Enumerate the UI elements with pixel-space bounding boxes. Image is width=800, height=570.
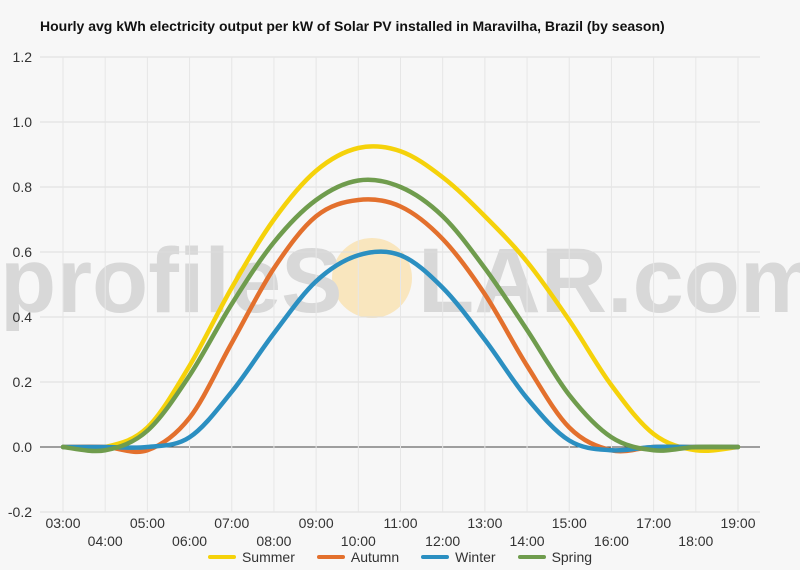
legend-swatch — [207, 555, 236, 559]
legend-swatch — [316, 555, 345, 559]
x-tick-label: 13:00 — [467, 515, 502, 531]
legend-item-winter: Winter — [421, 549, 496, 565]
x-tick-label: 04:00 — [88, 533, 123, 549]
x-tick-label: 08:00 — [256, 533, 291, 549]
x-tick-label: 05:00 — [130, 515, 165, 531]
legend-item-summer: Summer — [207, 549, 295, 565]
series-line-spring — [60, 177, 741, 454]
legend: Summer Autumn Winter Spring — [0, 549, 800, 565]
x-tick-label: 09:00 — [299, 515, 334, 531]
x-tick-label: 15:00 — [552, 515, 587, 531]
watermark-text-right: LAR.com — [418, 230, 800, 332]
y-tick-label: 0.0 — [13, 439, 33, 455]
chart-title: Hourly avg kWh electricity output per kW… — [40, 18, 665, 34]
legend-label: Summer — [241, 549, 295, 565]
y-axis-ticks: -0.2 0.0 0.2 0.4 0.6 0.8 1.0 1.2 — [8, 49, 32, 520]
legend-swatch — [517, 555, 546, 559]
legend-label: Autumn — [350, 549, 400, 565]
x-tick-label: 06:00 — [172, 533, 207, 549]
series-line-winter — [60, 249, 741, 453]
y-tick-label: 1.2 — [13, 49, 33, 65]
y-tick-label: 0.4 — [13, 309, 33, 325]
x-tick-label: 03:00 — [45, 515, 80, 531]
y-tick-label: 1.0 — [13, 114, 33, 130]
x-axis-ticks: 03:00 04:00 05:00 06:00 07:00 08:00 09:00 10:00… — [45, 515, 755, 549]
x-tick-label: 17:00 — [636, 515, 671, 531]
x-tick-label: 07:00 — [214, 515, 249, 531]
x-tick-label: 18:00 — [678, 533, 713, 549]
series-lines — [60, 144, 741, 455]
x-tick-label: 11:00 — [384, 515, 418, 531]
x-tick-label: 12:00 — [425, 533, 460, 549]
x-tick-label: 14:00 — [510, 533, 545, 549]
legend-label: Spring — [551, 549, 593, 565]
legend-swatch — [421, 555, 450, 559]
legend-item-autumn: Autumn — [316, 549, 400, 565]
y-tick-label: -0.2 — [8, 504, 32, 520]
legend-item-spring: Spring — [517, 549, 593, 565]
legend-label: Winter — [455, 549, 496, 565]
x-tick-label: 16:00 — [594, 533, 629, 549]
y-tick-label: 0.6 — [13, 244, 33, 260]
y-tick-label: 0.2 — [13, 374, 33, 390]
series-line-summer — [60, 144, 741, 454]
x-tick-label: 10:00 — [341, 533, 376, 549]
x-tick-label: 19:00 — [720, 515, 755, 531]
y-tick-label: 0.8 — [13, 179, 33, 195]
